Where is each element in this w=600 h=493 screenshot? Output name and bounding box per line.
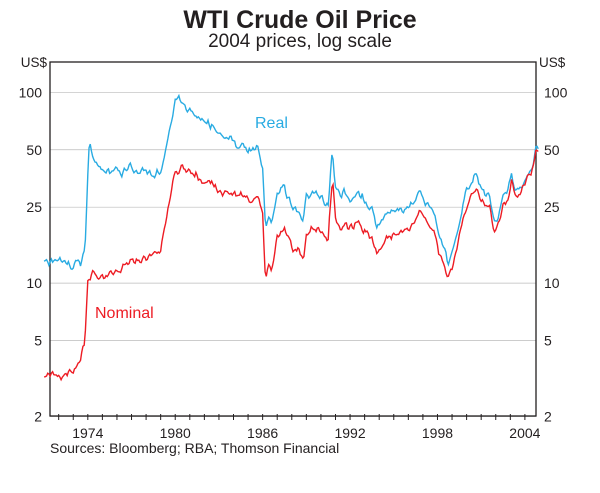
svg-text:1992: 1992 (334, 425, 365, 441)
svg-text:2: 2 (544, 409, 552, 425)
svg-text:100: 100 (544, 84, 568, 100)
svg-text:10: 10 (26, 275, 42, 291)
svg-text:5: 5 (34, 333, 42, 349)
svg-text:100: 100 (19, 84, 43, 100)
svg-text:2004: 2004 (509, 425, 540, 441)
svg-text:1974: 1974 (72, 425, 103, 441)
svg-text:25: 25 (26, 199, 42, 215)
svg-text:2: 2 (34, 409, 42, 425)
svg-text:1986: 1986 (247, 425, 278, 441)
svg-text:US$: US$ (539, 55, 566, 70)
svg-text:50: 50 (26, 142, 42, 158)
svg-text:Real: Real (255, 115, 288, 132)
svg-text:Nominal: Nominal (95, 305, 154, 322)
svg-text:5: 5 (544, 333, 552, 349)
svg-text:50: 50 (544, 142, 560, 158)
svg-text:1980: 1980 (160, 425, 191, 441)
svg-text:1998: 1998 (422, 425, 453, 441)
svg-text:10: 10 (544, 275, 560, 291)
svg-text:US$: US$ (21, 55, 48, 70)
svg-text:25: 25 (544, 199, 560, 215)
